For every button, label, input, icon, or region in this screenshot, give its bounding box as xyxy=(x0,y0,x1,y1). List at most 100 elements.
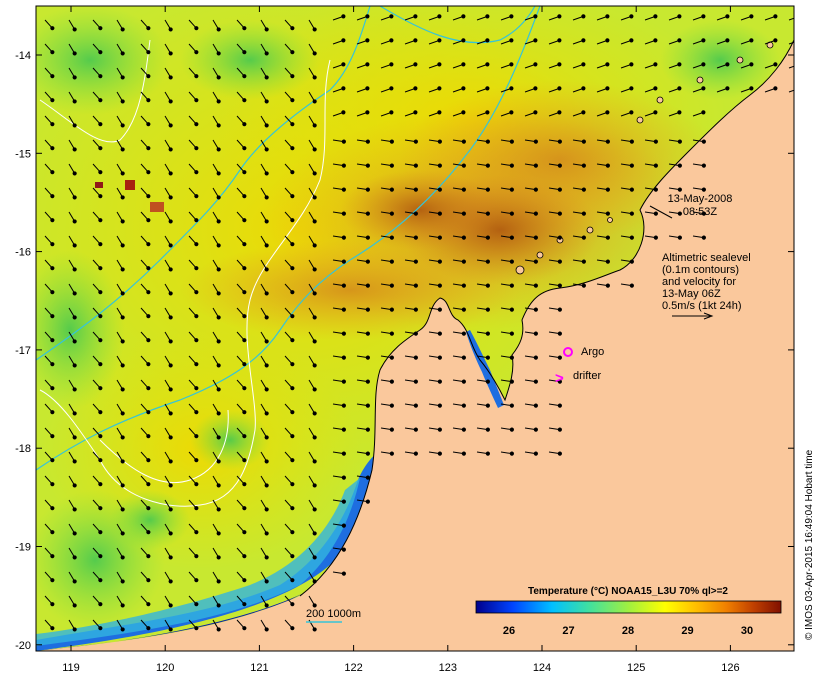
velocity-arrow-head xyxy=(341,355,346,360)
velocity-arrow-head xyxy=(290,194,295,199)
velocity-arrow-head xyxy=(216,483,221,488)
velocity-arrow-head xyxy=(194,290,199,295)
velocity-arrow-head xyxy=(533,451,538,456)
velocity-arrow-head xyxy=(168,291,173,296)
velocity-arrow-head xyxy=(653,163,658,168)
velocity-arrow-head xyxy=(146,626,151,631)
velocity-arrow-head xyxy=(146,578,151,583)
velocity-arrow-head xyxy=(389,427,394,432)
velocity-arrow-head xyxy=(50,554,55,559)
velocity-arrow-head xyxy=(72,579,77,584)
velocity-arrow-head xyxy=(290,482,295,487)
velocity-arrow-head xyxy=(290,242,295,247)
longitude-ticks: 119 120 121 122 123 124 125 126 xyxy=(62,6,740,674)
velocity-arrow-head xyxy=(437,259,442,264)
velocity-arrow-head xyxy=(194,122,199,127)
velocity-arrow-head xyxy=(216,243,221,248)
velocity-arrow-head xyxy=(701,62,706,67)
velocity-arrow-head xyxy=(629,14,634,19)
velocity-arrow-head xyxy=(72,363,77,368)
velocity-arrow-head xyxy=(653,110,658,115)
velocity-arrow-head xyxy=(168,531,173,536)
velocity-arrow-head xyxy=(605,259,610,264)
velocity-arrow-head xyxy=(242,242,247,247)
velocity-arrow-head xyxy=(50,482,55,487)
velocity-arrow-head xyxy=(389,283,394,288)
velocity-arrow-head xyxy=(389,307,394,312)
velocity-arrow-head xyxy=(389,62,394,67)
velocity-arrow-head xyxy=(341,211,346,216)
velocity-arrow-head xyxy=(72,411,77,416)
velocity-arrow-head xyxy=(242,146,247,151)
velocity-arrow-head xyxy=(677,187,682,192)
colorbar-tick-label: 27 xyxy=(562,625,574,637)
velocity-arrow-head xyxy=(701,14,706,19)
scale-arrow-head xyxy=(703,312,714,320)
velocity-arrow-head xyxy=(389,110,394,115)
velocity-arrow-head xyxy=(557,38,562,43)
velocity-arrow-head xyxy=(461,451,466,456)
velocity-arrow-head xyxy=(677,163,682,168)
velocity-arrow-head xyxy=(461,427,466,432)
velocity-arrow-head xyxy=(605,139,610,144)
velocity-arrow-head xyxy=(461,163,466,168)
velocity-arrow-head xyxy=(365,139,370,144)
velocity-arrow-head xyxy=(72,291,77,296)
velocity-arrow-head xyxy=(341,259,346,264)
velocity-arrow-head xyxy=(413,259,418,264)
velocity-arrow-head xyxy=(509,14,514,19)
velocity-arrow-head xyxy=(365,307,370,312)
velocity-arrow-head xyxy=(216,411,221,416)
velocity-arrow-head xyxy=(98,626,103,631)
velocity-arrow-head xyxy=(290,458,295,463)
velocity-arrow-head xyxy=(365,499,370,504)
velocity-arrow-head xyxy=(509,355,514,360)
lat-tick-label: -20 xyxy=(15,640,31,652)
velocity-arrow-head xyxy=(98,314,103,319)
velocity-arrow-head xyxy=(629,110,634,115)
velocity-arrow-head xyxy=(168,195,173,200)
velocity-arrow-head xyxy=(194,218,199,223)
velocity-arrow-head xyxy=(72,51,77,56)
velocity-arrow-head xyxy=(194,530,199,535)
velocity-arrow-head xyxy=(461,331,466,336)
drifter-label: drifter xyxy=(573,370,601,382)
velocity-arrow-head xyxy=(365,211,370,216)
velocity-arrow-head xyxy=(50,170,55,175)
velocity-arrow-head xyxy=(146,506,151,511)
velocity-arrow-head xyxy=(194,434,199,439)
velocity-arrow-head xyxy=(50,530,55,535)
velocity-arrow-head xyxy=(120,483,125,488)
velocity-arrow-head xyxy=(146,218,151,223)
velocity-arrow-head xyxy=(509,235,514,240)
velocity-arrow-head xyxy=(413,14,418,19)
lat-tick-label: -15 xyxy=(15,148,31,160)
velocity-arrow-head xyxy=(50,26,55,31)
velocity-arrow-head xyxy=(312,75,317,80)
velocity-arrow-head xyxy=(290,554,295,559)
velocity-arrow-head xyxy=(437,403,442,408)
velocity-arrow-head xyxy=(413,86,418,91)
velocity-arrow-head xyxy=(146,122,151,127)
velocity-arrow-head xyxy=(413,139,418,144)
velocity-arrow-head xyxy=(312,123,317,128)
velocity-arrow-head xyxy=(72,219,77,224)
velocity-arrow-head xyxy=(50,386,55,391)
velocity-arrow-head xyxy=(216,123,221,128)
velocity-arrow-head xyxy=(509,331,514,336)
velocity-arrow-head xyxy=(437,62,442,67)
velocity-arrow-head xyxy=(98,74,103,79)
velocity-arrow-head xyxy=(653,14,658,19)
velocity-arrow-head xyxy=(509,62,514,67)
velocity-arrow-head xyxy=(581,86,586,91)
velocity-arrow-head xyxy=(290,290,295,295)
velocity-arrow-head xyxy=(413,211,418,216)
velocity-arrow-head xyxy=(194,506,199,511)
velocity-arrow-head xyxy=(290,74,295,79)
velocity-arrow-head xyxy=(341,86,346,91)
velocity-arrow-head xyxy=(98,338,103,343)
velocity-arrow-head xyxy=(341,14,346,19)
velocity-arrow-head xyxy=(194,362,199,367)
velocity-arrow-head xyxy=(533,86,538,91)
velocity-arrow-head xyxy=(72,627,77,632)
